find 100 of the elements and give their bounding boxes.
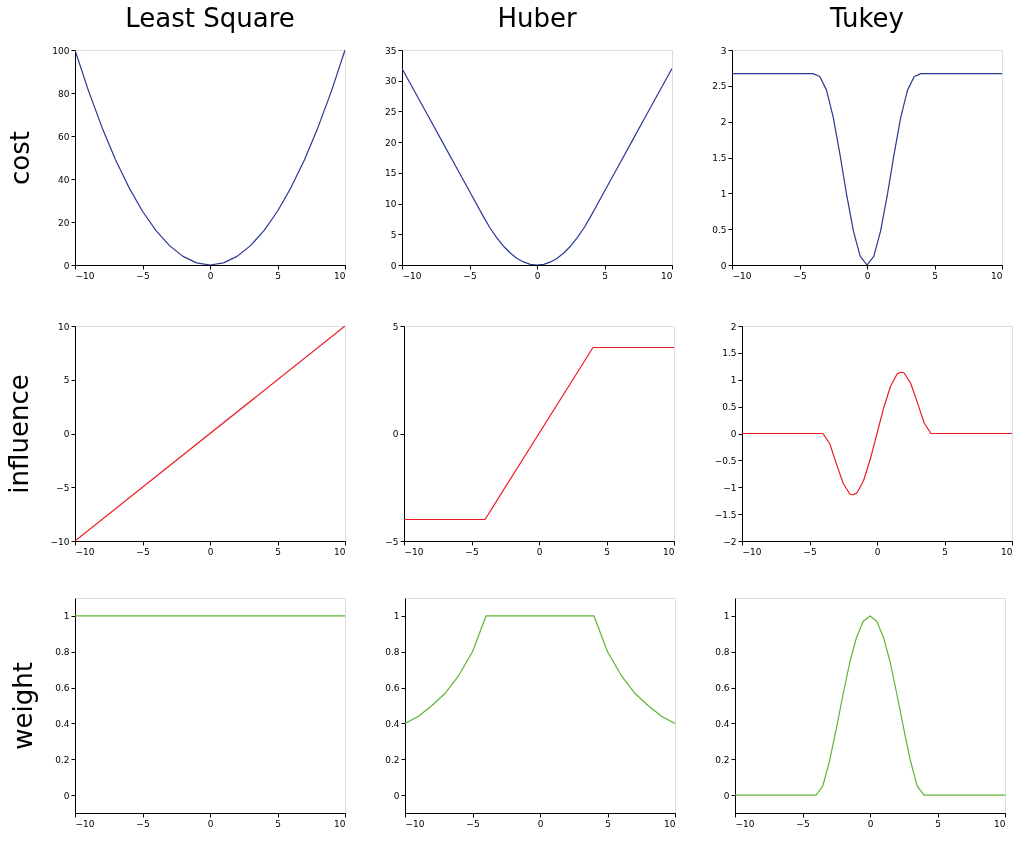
y-tick-label: 5 xyxy=(390,229,397,240)
x-tick-label: 10 xyxy=(991,270,1003,281)
x-tick-label: 10 xyxy=(1001,546,1013,557)
y-tick-label: 1 xyxy=(393,611,400,622)
y-tick-label: 1 xyxy=(720,188,727,199)
chart-title: Huber xyxy=(497,3,577,33)
x-tick-label: −5 xyxy=(793,270,807,281)
x-tick-label: −10 xyxy=(75,818,95,829)
y-tick-label: 1 xyxy=(723,611,730,622)
y-tick-label: 1.5 xyxy=(722,348,737,359)
x-tick-label: 0 xyxy=(207,546,214,557)
x-tick-label: 0 xyxy=(867,818,874,829)
line-series xyxy=(735,615,1005,796)
y-tick-label: −0.5 xyxy=(714,455,737,466)
x-tick-label: 5 xyxy=(275,818,281,829)
x-tick-label: −10 xyxy=(742,546,762,557)
y-tick-label: −10 xyxy=(50,536,70,547)
x-tick-label: 0 xyxy=(537,818,544,829)
y-tick-label: 0 xyxy=(720,260,727,271)
y-tick-label: 0 xyxy=(392,429,399,439)
x-tick-label: 10 xyxy=(661,270,673,281)
x-tick-label: −5 xyxy=(136,818,150,829)
y-tick-label: 1 xyxy=(63,611,70,622)
x-tick-label: −5 xyxy=(796,818,810,829)
x-tick-label: −10 xyxy=(75,546,95,557)
y-tick-label: 0.8 xyxy=(385,647,400,658)
x-tick-label: 10 xyxy=(334,546,346,557)
x-tick-label: 5 xyxy=(932,270,938,281)
x-tick-label: −10 xyxy=(405,818,425,829)
y-tick-label: 0.6 xyxy=(55,683,70,694)
x-tick-label: −10 xyxy=(404,546,424,557)
line-series xyxy=(742,371,1012,496)
y-tick-label: 0.4 xyxy=(55,718,70,729)
y-tick-label: 2 xyxy=(720,117,727,128)
y-tick-label: 0 xyxy=(63,429,70,439)
y-tick-label: 0.6 xyxy=(715,683,730,694)
x-tick-label: 0 xyxy=(864,270,871,281)
y-tick-label: 20 xyxy=(58,217,70,228)
y-tick-label: −1.5 xyxy=(714,509,737,520)
y-tick-label: 10 xyxy=(385,199,397,210)
x-tick-label: 0 xyxy=(536,546,543,557)
y-tick-label: 0.5 xyxy=(722,402,737,413)
y-tick-label: −1 xyxy=(723,482,737,493)
x-tick-label: 5 xyxy=(604,546,610,557)
y-tick-label: 0.6 xyxy=(385,683,400,694)
chart-title: Tukey xyxy=(829,3,904,33)
y-tick-label: 0.4 xyxy=(715,718,730,729)
x-tick-label: −10 xyxy=(75,270,95,281)
y-tick-label: 15 xyxy=(385,168,397,179)
y-tick-label: 0 xyxy=(63,790,70,801)
y-tick-label: −2 xyxy=(723,536,737,547)
y-tick-label: 0 xyxy=(723,790,730,801)
y-tick-label: 0.8 xyxy=(55,647,70,658)
x-tick-label: 5 xyxy=(605,818,611,829)
y-tick-label: 10 xyxy=(58,321,70,332)
y-tick-label: 0 xyxy=(393,790,400,801)
y-tick-label: 2.5 xyxy=(712,81,727,92)
y-tick-label: 0 xyxy=(63,260,70,271)
x-tick-label: 10 xyxy=(663,546,675,557)
y-tick-label: 100 xyxy=(52,45,70,56)
x-tick-label: 5 xyxy=(275,270,281,281)
x-tick-label: 0 xyxy=(534,270,541,281)
x-tick-label: 5 xyxy=(935,818,941,829)
y-tick-label: 20 xyxy=(385,137,397,148)
y-tick-label: 35 xyxy=(385,45,397,56)
x-tick-label: −10 xyxy=(402,270,422,281)
y-tick-label: 0.2 xyxy=(55,754,70,765)
y-tick-label: 1 xyxy=(730,375,737,386)
x-tick-label: −5 xyxy=(136,546,150,557)
x-tick-label: −5 xyxy=(465,546,479,557)
y-tick-label: 40 xyxy=(58,174,70,185)
y-tick-label: 0 xyxy=(390,260,397,271)
y-tick-label: 80 xyxy=(58,88,70,99)
y-tick-label: 0.2 xyxy=(715,754,730,765)
x-tick-label: −5 xyxy=(463,270,477,281)
y-tick-label: 0.5 xyxy=(712,224,727,235)
x-tick-label: 10 xyxy=(334,818,346,829)
y-axis-title: cost xyxy=(5,131,36,185)
y-tick-label: −5 xyxy=(56,482,70,493)
y-tick-label: 0.4 xyxy=(385,718,400,729)
chart-title: Least Square xyxy=(125,3,295,33)
y-tick-label: 5 xyxy=(392,321,399,332)
x-tick-label: 0 xyxy=(874,546,881,557)
x-tick-label: −5 xyxy=(803,546,817,557)
y-tick-label: 3 xyxy=(720,45,727,56)
x-tick-label: 0 xyxy=(207,270,214,281)
line-series xyxy=(405,615,675,725)
x-tick-label: 5 xyxy=(602,270,608,281)
x-tick-label: −5 xyxy=(136,270,150,281)
y-tick-label: 5 xyxy=(63,375,70,386)
y-axis-title: influence xyxy=(3,374,34,494)
y-tick-label: 2 xyxy=(730,321,737,332)
y-tick-label: 60 xyxy=(58,131,70,142)
y-tick-label: 0 xyxy=(730,429,737,439)
x-tick-label: 10 xyxy=(334,270,346,281)
x-tick-label: 0 xyxy=(207,818,214,829)
y-tick-label: −5 xyxy=(385,536,399,547)
y-axis-title: weight xyxy=(8,662,39,750)
x-tick-label: 5 xyxy=(275,546,281,557)
y-tick-label: 0.2 xyxy=(385,754,400,765)
